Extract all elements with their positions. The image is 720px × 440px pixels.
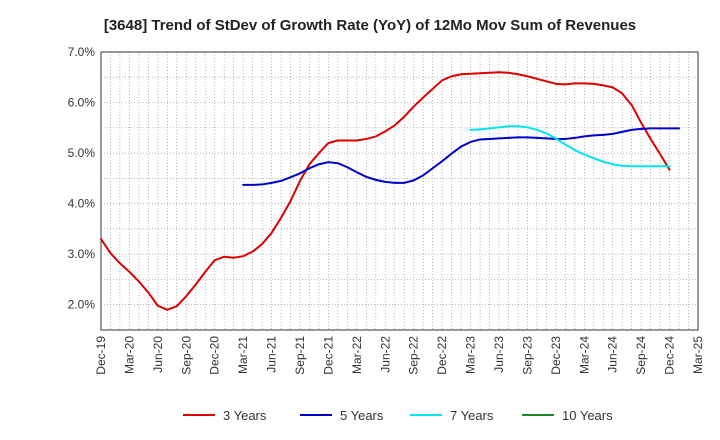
x-tick-label: Jun-22 <box>378 336 392 373</box>
x-tick-label: Mar-25 <box>691 336 705 374</box>
y-tick-label: 7.0% <box>68 45 96 59</box>
x-tick-label: Dec-20 <box>208 336 222 375</box>
y-tick-label: 2.0% <box>68 298 96 312</box>
x-tick-label: Sep-22 <box>407 336 421 375</box>
x-tick-label: Mar-21 <box>236 336 250 374</box>
legend-label: 3 Years <box>223 408 267 423</box>
x-tick-label: Dec-21 <box>321 336 335 375</box>
x-tick-label: Jun-21 <box>265 336 279 373</box>
x-axis: Dec-19 Mar-20 Jun-20 Sep-20 Dec-20 Mar-21 Jun-… <box>94 336 705 375</box>
y-tick-label: 3.0% <box>68 247 96 261</box>
y-tick-label: 5.0% <box>68 146 96 160</box>
x-tick-label: Mar-20 <box>122 336 136 374</box>
x-tick-label: Dec-19 <box>94 336 108 375</box>
plot-frame <box>100 51 699 331</box>
series-line-3-years <box>100 71 671 311</box>
x-tick-label: Dec-22 <box>435 336 449 375</box>
y-tick-label: 6.0% <box>68 96 96 110</box>
chart-title: [3648] Trend of StDev of Growth Rate (Yo… <box>104 17 636 34</box>
x-tick-label: Sep-24 <box>634 336 648 375</box>
grid <box>101 52 698 330</box>
series-line-5-years <box>242 127 681 186</box>
legend: 3 Years 5 Years 7 Years 10 Years <box>183 408 613 423</box>
x-tick-label: Sep-23 <box>520 336 534 375</box>
x-tick-label: Jun-24 <box>606 336 620 373</box>
x-tick-label: Mar-24 <box>577 336 591 374</box>
legend-label: 5 Years <box>340 408 384 423</box>
y-axis: 2.0% 3.0% 4.0% 5.0% 6.0% 7.0% <box>68 45 96 312</box>
x-tick-label: Mar-23 <box>464 336 478 374</box>
series-group <box>100 71 681 311</box>
x-tick-label: Sep-21 <box>293 336 307 375</box>
x-tick-label: Mar-22 <box>350 336 364 374</box>
y-tick-label: 4.0% <box>68 197 96 211</box>
x-tick-label: Dec-24 <box>663 336 677 375</box>
legend-label: 10 Years <box>562 408 613 423</box>
x-tick-label: Jun-20 <box>151 336 165 373</box>
x-tick-label: Sep-20 <box>179 336 193 375</box>
legend-label: 7 Years <box>450 408 494 423</box>
x-tick-label: Jun-23 <box>492 336 506 373</box>
x-tick-label: Dec-23 <box>549 336 563 375</box>
series-line-7-years <box>469 125 671 168</box>
